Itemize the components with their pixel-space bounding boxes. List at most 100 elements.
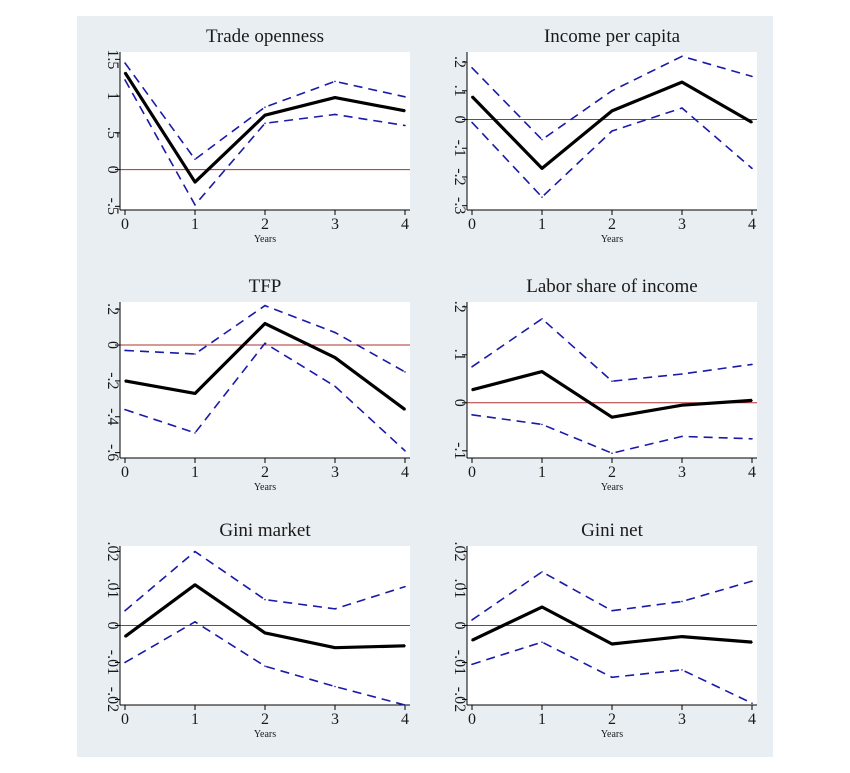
x-tick-label: 0 [121,711,129,728]
y-tick-label: -.01 [451,650,468,675]
x-tick-label: 1 [191,464,199,481]
upper-point [541,571,543,573]
lower-point [404,124,406,127]
y-tick-label: .01 [451,579,468,599]
lower-point [334,685,336,688]
lower-point [541,641,543,643]
lower-point [541,423,543,426]
x-tick-label: 1 [191,216,199,233]
upper-point [124,609,126,612]
upper-point [404,96,406,98]
x-tick-label: 0 [468,464,476,481]
estimate-point [334,96,336,99]
lower-point [471,414,473,416]
chart-panel-3: TFP -.6 -.4 -.2 0 .2 0 1 2 3 4 Years [104,276,410,493]
upper-point [751,75,753,78]
upper-point [404,585,406,588]
y-tick-label: -.02 [104,687,121,712]
estimate-point [194,181,196,183]
upper-point [681,55,683,58]
lower-point [751,438,753,440]
estimate-point [264,114,266,116]
upper-point [264,106,266,108]
upper-point [194,158,196,161]
x-axis-label: Years [254,234,276,245]
x-tick-label: 2 [608,216,616,233]
estimate-point [541,606,543,608]
estimate-point [124,380,126,382]
y-tick-label: -.2 [104,372,121,389]
x-tick-label: 0 [121,464,129,481]
estimate-point [264,322,266,325]
chart-title: Gini market [219,520,311,541]
upper-point [611,380,613,383]
x-axis-label: Years [601,234,623,245]
lower-band-line [124,79,406,206]
x-tick-label: 2 [261,216,269,233]
lower-band-line [471,414,753,455]
lower-point [124,408,126,411]
x-tick-label: 2 [261,464,269,481]
lower-point [404,704,406,706]
upper-band-line [124,550,406,612]
x-tick-label: 2 [608,464,616,481]
y-tick-label: .02 [451,542,468,562]
chart-panel-6: Gini net -.02 -.01 0 .01 .02 0 1 2 3 4 Years [451,520,757,740]
x-tick-label: 1 [538,216,546,233]
y-tick-label: 1.5 [104,49,121,69]
estimate-point [751,641,753,643]
y-tick-label: .01 [104,579,121,599]
lower-point [264,342,266,345]
lower-point [194,621,196,623]
x-axis-label: Years [254,729,276,740]
x-tick-label: 3 [678,711,686,728]
upper-point [471,619,473,621]
y-tick-label: 0 [451,622,468,630]
x-tick-label: 2 [261,711,269,728]
lower-point [751,702,753,704]
lower-point [611,676,613,679]
y-tick-label: -.02 [451,687,468,712]
chart-title: Income per capita [544,26,681,47]
lower-point [611,130,613,132]
y-tick-label: -.01 [104,650,121,675]
x-tick-label: 3 [678,216,686,233]
upper-point [334,80,336,83]
upper-point [334,331,336,334]
upper-point [471,366,473,368]
upper-point [681,373,683,375]
x-tick-label: 4 [401,216,409,233]
estimate-point [404,645,406,647]
upper-point [471,67,473,69]
estimate-point [541,167,543,170]
chart-title: TFP [249,276,282,297]
estimate-point [264,632,266,634]
upper-point [264,598,266,601]
lower-point [611,452,613,455]
x-axis-label: Years [254,482,276,493]
x-tick-label: 1 [191,711,199,728]
y-tick-label: .1 [451,349,468,361]
chart-title: Labor share of income [526,276,697,297]
y-tick-label: -.1 [451,140,468,157]
upper-band-line [124,62,406,161]
chart-panel-2: Income per capita -.3 -.2 -.1 0 .1 .2 0 1 2 3 4 Year… [451,26,757,245]
y-tick-label: -.5 [104,198,121,215]
y-tick-label: -.3 [451,197,468,214]
estimate-point [471,639,473,642]
lower-point [681,107,683,109]
x-tick-label: 1 [538,711,546,728]
estimate-point [751,399,753,402]
estimate-point [194,584,196,586]
lower-point [471,663,473,666]
lower-point [541,196,543,198]
x-tick-label: 0 [121,216,129,233]
estimate-point [681,81,683,83]
estimate-point [124,71,126,74]
x-tick-label: 4 [401,464,409,481]
lower-point [404,450,406,452]
estimate-point [751,121,753,124]
